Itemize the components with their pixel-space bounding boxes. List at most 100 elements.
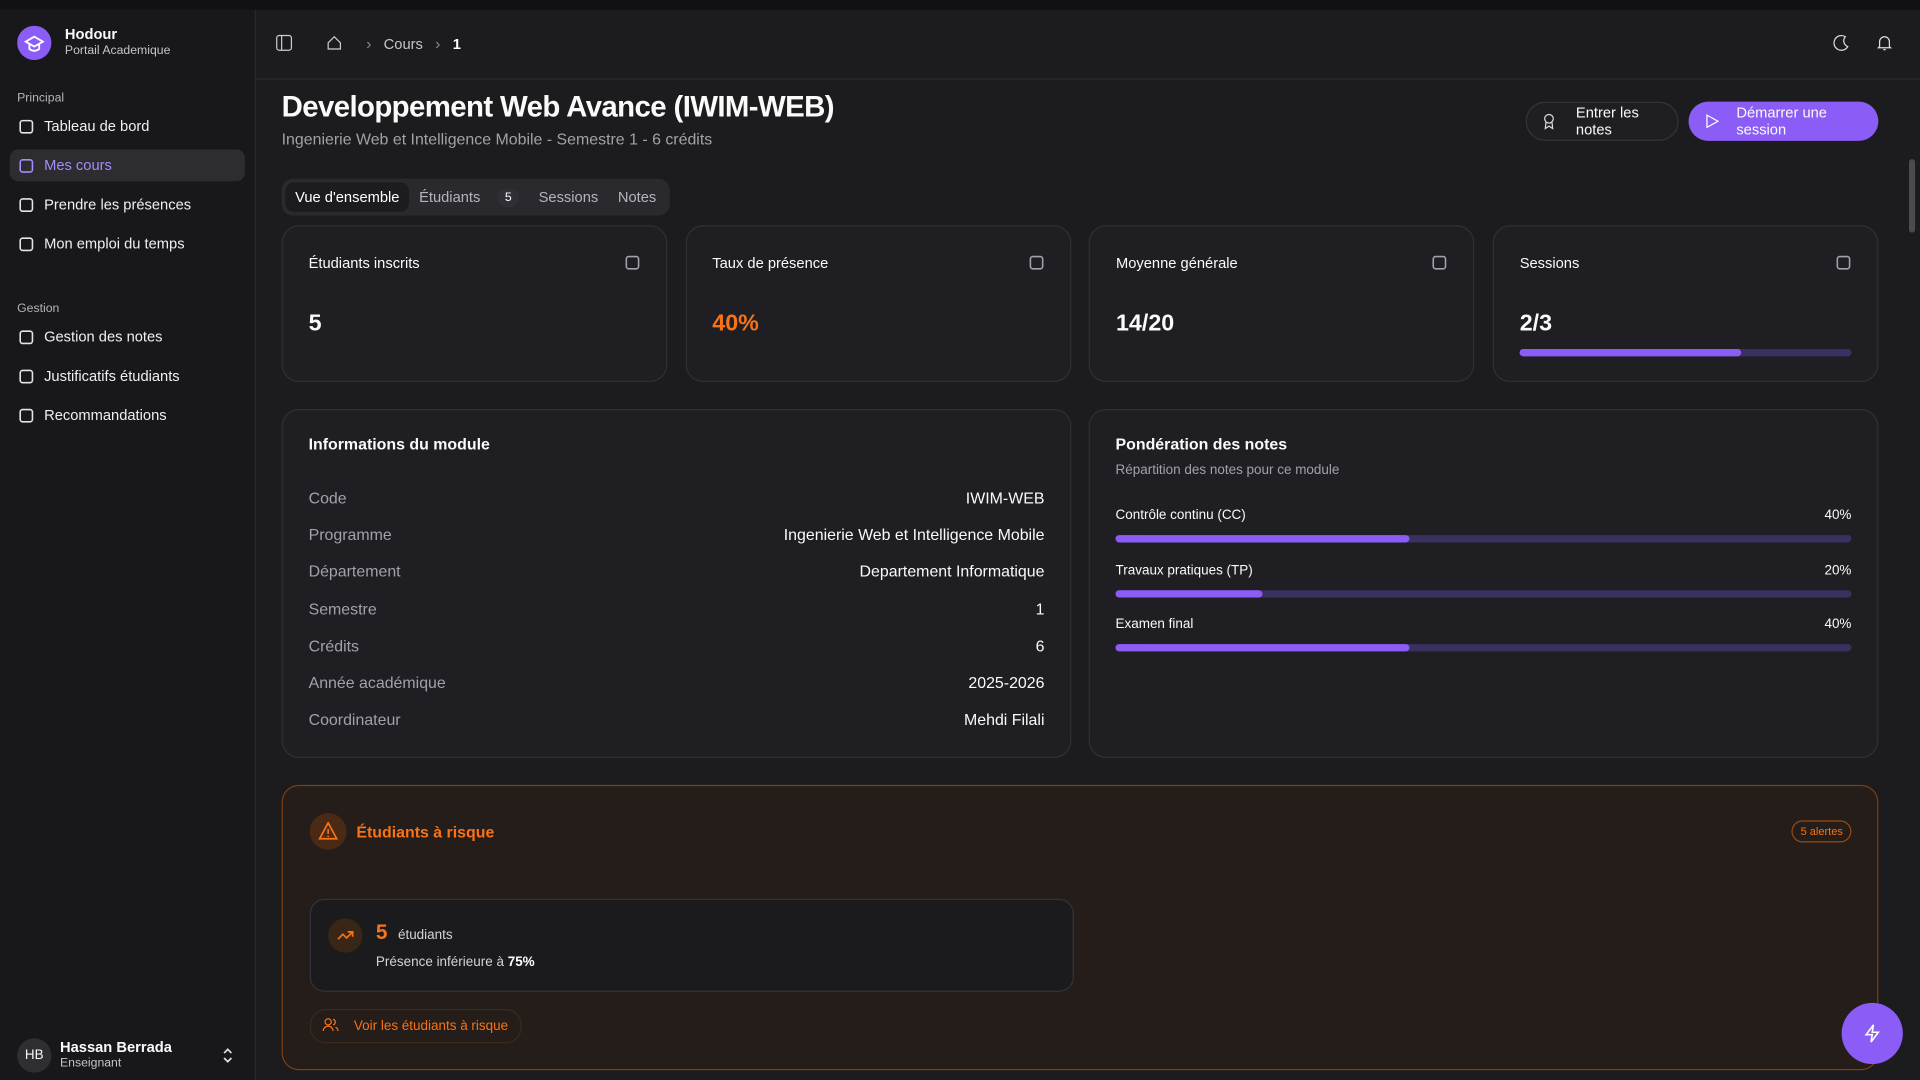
user-menu-toggle[interactable] [220, 1047, 235, 1064]
stat-label: Taux de présence [712, 254, 829, 272]
notifications[interactable] [1876, 34, 1893, 51]
info-value: 2025-2026 [968, 673, 1045, 692]
risk-title: Étudiants à risque [356, 822, 495, 842]
info-key: Semestre [308, 599, 377, 618]
info-value: Mehdi Filali [963, 710, 1045, 729]
tab[interactable]: Notes [608, 182, 666, 211]
info-value: Departement Informatique [859, 562, 1045, 581]
tab-label: Vue d'ensemble [295, 188, 400, 206]
risk-card: Étudiants à risque 5 alertes 5 étudiants… [281, 784, 1879, 1071]
breadcrumb: › Cours › 1 [354, 34, 461, 52]
info-value: 6 [1035, 636, 1045, 655]
card-title: Pondération des notes [1115, 434, 1288, 454]
scrollbar [1908, 159, 1916, 233]
weight-track [1115, 535, 1852, 543]
tab[interactable]: Vue d'ensemble [285, 182, 410, 212]
breadcrumb-item[interactable]: 1 [452, 34, 461, 53]
risk-item: 5 étudiants Présence inférieure à 75% [309, 898, 1074, 992]
nav-label: Mon emploi du temps [44, 235, 185, 253]
weight-track [1115, 644, 1852, 652]
tab[interactable]: Étudiants 5 [409, 182, 529, 211]
icon [1836, 255, 1851, 270]
brand-subtitle: Portail Academique [64, 44, 171, 58]
info-key: Code [308, 488, 347, 507]
link-label: Voir les étudiants à risque [353, 1018, 509, 1034]
icon [19, 236, 34, 251]
weight-label: 40% [1824, 617, 1852, 632]
nav-item[interactable]: Mon emploi du temps [10, 228, 245, 260]
nav-item[interactable]: Justificatifs étudiants [10, 360, 245, 392]
info-key: Année académique [308, 673, 446, 692]
stat-label: Sessions [1519, 254, 1580, 272]
start-session-button[interactable]: Démarrer une session [1688, 101, 1879, 141]
nav-label: Gestion des notes [44, 328, 163, 346]
trend-icon-bg [328, 918, 363, 953]
nav-item[interactable]: Recommandations [10, 399, 245, 431]
risk-description: Présence inférieure à 75% [376, 955, 535, 970]
sidebar-toggle[interactable] [276, 34, 293, 51]
weight-label: 40% [1824, 508, 1852, 523]
stat-card: Sessions 2/3 [1492, 225, 1879, 383]
breadcrumb-item[interactable]: Cours [383, 34, 423, 53]
card-title: Informations du module [308, 434, 490, 454]
threshold: 75% [507, 955, 535, 970]
stat-card: Taux de présence 40% [685, 225, 1072, 383]
stat-value: 40% [712, 311, 759, 337]
nav-item[interactable]: Tableau de bord [10, 110, 245, 142]
weight-name: Contrôle continu (CC) [1115, 508, 1246, 523]
tab-label: Notes [617, 188, 657, 206]
alerts-badge: 5 alertes [1792, 820, 1852, 843]
progress-fill [1519, 348, 1741, 357]
stat-label: Moyenne générale [1115, 254, 1238, 272]
nav-label: Recommandations [44, 406, 167, 424]
info-value: IWIM-WEB [965, 488, 1045, 507]
weight-fill [1115, 644, 1410, 652]
icon [19, 197, 34, 212]
enter-grades-button[interactable]: Entrer les notes [1525, 101, 1679, 141]
module-info-card: Informations du module Code IWIM-WEB Progr… [281, 408, 1072, 758]
nav-item[interactable]: Mes cours [9, 149, 245, 182]
info-value: Ingenierie Web et Intelligence Mobile [783, 525, 1045, 544]
nav-item[interactable]: Gestion des notes [10, 321, 245, 353]
icon [1029, 255, 1044, 270]
tab-label: Sessions [538, 188, 599, 206]
breadcrumb-separator: › [366, 34, 372, 53]
weight-label: 20% [1824, 562, 1852, 578]
weight-fill [1115, 535, 1410, 543]
bolt-icon [1864, 1024, 1880, 1043]
warning-icon [318, 821, 338, 840]
info-key: Crédits [308, 636, 360, 655]
view-risk-link[interactable]: Voir les étudiants à risque [309, 1008, 522, 1044]
nav-label: Justificatifs étudiants [44, 367, 180, 385]
stat-value: 5 [308, 311, 322, 337]
page-title: Developpement Web Avance (IWIM-WEB) [281, 90, 835, 124]
nav-item[interactable]: Prendre les présences [10, 189, 245, 221]
avatar: HB [17, 1038, 52, 1073]
tab-label: Étudiants [419, 188, 481, 206]
icon [1706, 114, 1720, 129]
user-name: Hassan Berrada [60, 1038, 172, 1056]
icon [1544, 113, 1554, 130]
nav-label: Tableau de bord [44, 117, 150, 135]
home-icon[interactable] [326, 34, 343, 51]
stat-card: Moyenne générale 14/20 [1089, 225, 1475, 383]
brand: Hodour [64, 25, 118, 43]
weight-name: Examen final [1115, 617, 1194, 632]
user-role: Enseignant [60, 1056, 122, 1071]
top-bar: › Cours › 1 [255, 9, 1920, 80]
tab[interactable]: Sessions [529, 182, 608, 211]
theme-toggle[interactable] [1833, 34, 1850, 51]
info-value: 1 [1035, 599, 1045, 618]
users-icon [322, 1018, 339, 1032]
icon [19, 158, 34, 173]
nav-section-title: Gestion [17, 302, 60, 316]
info-key: Programme [308, 525, 392, 544]
risk-count: 5 [375, 920, 388, 945]
breadcrumb-separator: › [435, 34, 441, 53]
icon [625, 255, 640, 270]
stat-card: Étudiants inscrits 5 [281, 225, 668, 383]
tabs: Vue d'ensemble Étudiants 5 Sessions Notes [281, 178, 670, 216]
quick-action-button[interactable] [1841, 1002, 1903, 1065]
